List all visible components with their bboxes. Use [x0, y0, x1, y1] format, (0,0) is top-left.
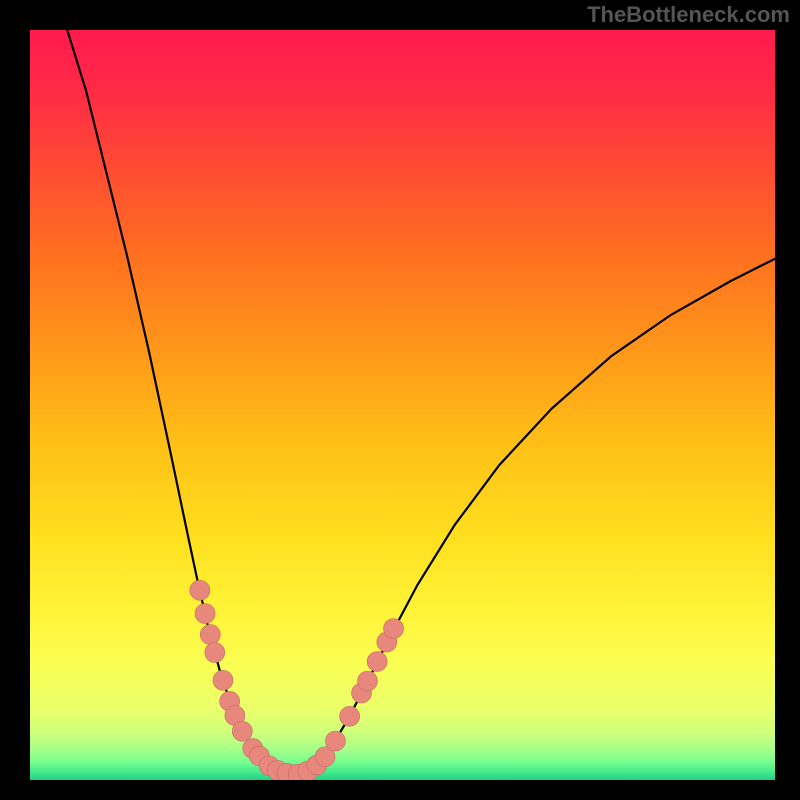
chart-svg	[30, 30, 775, 780]
data-marker	[190, 580, 210, 600]
data-marker	[200, 625, 220, 645]
gradient-background	[30, 30, 775, 780]
data-marker	[340, 706, 360, 726]
data-marker	[205, 643, 225, 663]
chart-container: TheBottleneck.com	[0, 0, 800, 800]
data-marker	[367, 652, 387, 672]
plot-area	[30, 30, 775, 780]
data-marker	[195, 604, 215, 624]
data-marker	[384, 619, 404, 639]
data-marker	[232, 721, 252, 741]
data-marker	[357, 671, 377, 691]
data-marker	[213, 670, 233, 690]
data-marker	[325, 731, 345, 751]
watermark-text: TheBottleneck.com	[587, 2, 790, 28]
